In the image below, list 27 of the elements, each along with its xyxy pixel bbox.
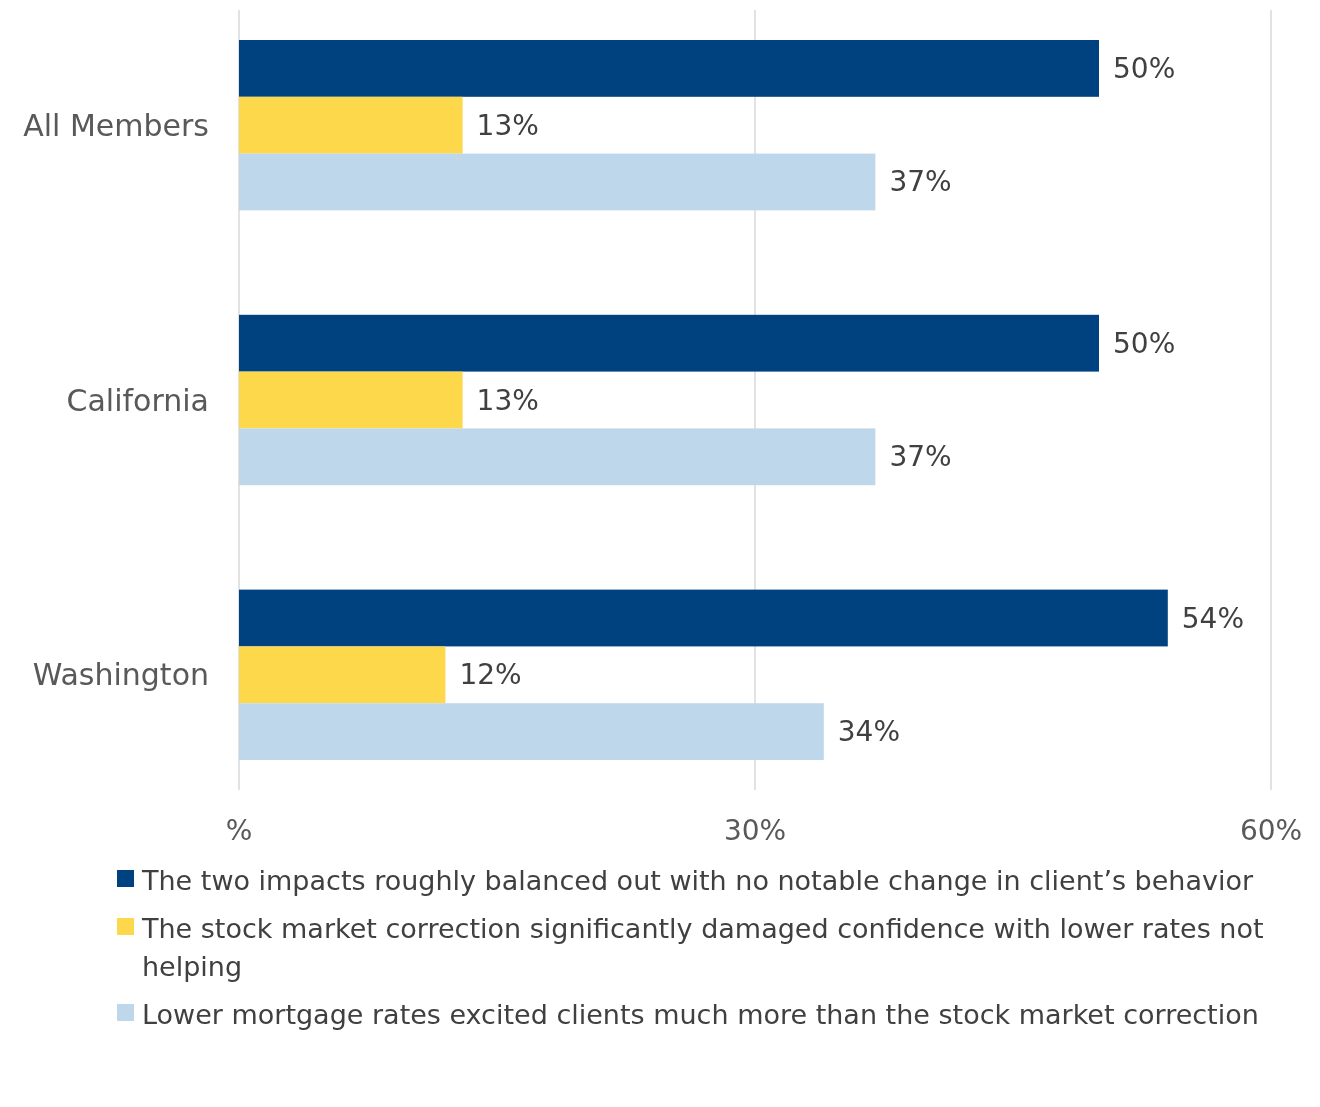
bar	[239, 40, 1099, 97]
data-label: 54%	[1181, 601, 1245, 635]
legend-label: The stock market correction significantly damaged confidence with lower rates not helping	[141, 912, 1264, 982]
data-label: 13%	[476, 383, 539, 417]
bar	[239, 589, 1168, 647]
data-label: 12%	[459, 658, 522, 692]
bar	[239, 314, 1099, 372]
data-label: 37%	[889, 440, 952, 474]
data-label: 50%	[1113, 51, 1176, 85]
y-tick-label: Washington	[32, 657, 209, 693]
bar	[239, 428, 876, 486]
bar	[239, 96, 463, 154]
legend-label: Lower mortgage rates excited clients much more than the stock market correction	[142, 998, 1259, 1030]
bar	[239, 703, 824, 760]
legend-label: The two impacts roughly balanced out with no notable change in client’s behavior	[141, 864, 1255, 896]
data-label: 50%	[1113, 326, 1176, 360]
x-tick-label: %	[225, 813, 253, 847]
data-label: 13%	[476, 108, 539, 142]
data-label: 37%	[889, 165, 952, 199]
x-tick-label: 60%	[1239, 813, 1303, 847]
y-tick-label: All Members	[23, 107, 209, 143]
y-tick-label: California	[66, 382, 209, 418]
bar	[239, 153, 876, 211]
data-label: 34%	[837, 715, 901, 749]
x-tick-label: 30%	[723, 813, 787, 847]
bar	[239, 371, 463, 429]
bar	[239, 646, 446, 704]
